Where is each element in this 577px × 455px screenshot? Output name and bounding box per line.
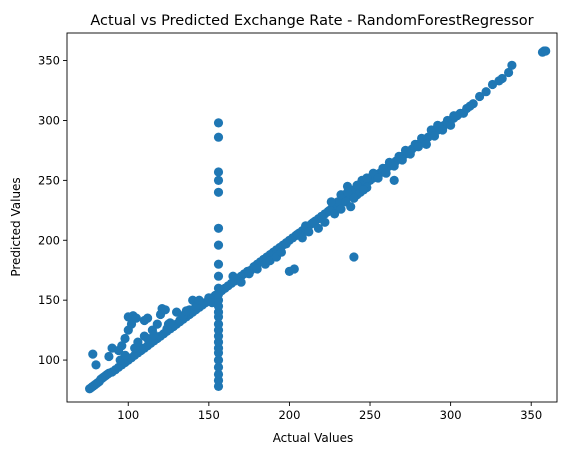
- data-point: [120, 334, 129, 343]
- data-point: [362, 173, 371, 182]
- data-point: [304, 227, 313, 236]
- data-point: [282, 239, 291, 248]
- x-axis-label: Actual Values: [273, 431, 354, 445]
- data-point: [228, 272, 237, 281]
- data-point: [277, 248, 286, 257]
- data-point: [390, 176, 399, 185]
- data-point: [214, 241, 223, 250]
- data-point: [507, 61, 516, 70]
- data-point: [195, 296, 204, 305]
- y-tick-label: 300: [38, 113, 60, 127]
- data-point: [182, 306, 191, 315]
- data-point: [133, 338, 142, 347]
- data-point: [438, 125, 447, 134]
- x-tick-label: 250: [359, 408, 381, 422]
- data-point: [336, 205, 345, 214]
- data-point: [253, 264, 262, 273]
- data-point: [143, 314, 152, 323]
- data-point: [161, 305, 170, 314]
- data-point: [541, 46, 550, 55]
- y-tick-label: 250: [38, 173, 60, 187]
- data-point: [406, 149, 415, 158]
- data-point: [346, 202, 355, 211]
- data-point: [132, 314, 141, 323]
- data-point: [214, 176, 223, 185]
- chart-title: Actual vs Predicted Exchange Rate - Rand…: [90, 13, 533, 29]
- data-point: [214, 224, 223, 233]
- x-tick-label: 350: [520, 408, 542, 422]
- data-point: [166, 318, 175, 327]
- data-point: [422, 140, 431, 149]
- y-axis-label: Predicted Values: [9, 177, 23, 276]
- data-point: [320, 218, 329, 227]
- x-tick-label: 300: [440, 408, 462, 422]
- y-tick-label: 150: [38, 293, 60, 307]
- data-point: [214, 118, 223, 127]
- data-point: [482, 87, 491, 96]
- data-point: [290, 264, 299, 273]
- x-tick-label: 150: [198, 408, 220, 422]
- data-point: [245, 269, 254, 278]
- data-point: [214, 188, 223, 197]
- data-point: [237, 278, 246, 287]
- data-point: [469, 99, 478, 108]
- data-point: [349, 252, 358, 261]
- data-point: [149, 330, 158, 339]
- data-point: [153, 320, 162, 329]
- data-point: [430, 131, 439, 140]
- data-point: [382, 169, 391, 178]
- data-point: [359, 185, 368, 194]
- data-point: [214, 133, 223, 142]
- data-point: [104, 352, 113, 361]
- data-point: [88, 350, 97, 359]
- data-point: [120, 351, 129, 360]
- data-point: [214, 272, 223, 281]
- y-tick-label: 100: [38, 353, 60, 367]
- data-point: [91, 360, 100, 369]
- x-tick-label: 100: [117, 408, 139, 422]
- plot-area: 100 150 200 250 300 350 100 150 200 250 300 350: [38, 33, 557, 422]
- data-point: [414, 142, 423, 151]
- y-tick-label: 200: [38, 233, 60, 247]
- data-point: [214, 260, 223, 269]
- data-point: [327, 197, 336, 206]
- data-point: [214, 167, 223, 176]
- data-point: [398, 155, 407, 164]
- data-point: [390, 161, 399, 170]
- y-tick-label: 350: [38, 54, 60, 68]
- data-point: [374, 173, 383, 182]
- x-tick-label: 200: [278, 408, 300, 422]
- data-point: [446, 121, 455, 130]
